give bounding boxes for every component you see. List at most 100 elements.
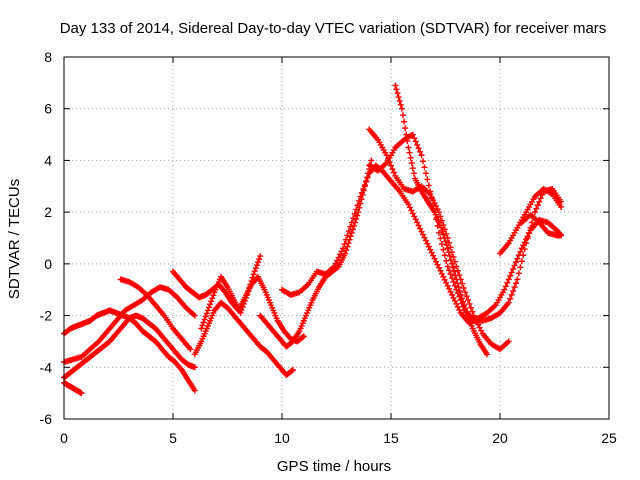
data-point (289, 366, 296, 373)
data-point (389, 166, 396, 173)
data-point (419, 231, 426, 238)
data-point (345, 228, 352, 235)
data-point (521, 246, 528, 253)
data-point (191, 364, 198, 371)
data-point (404, 138, 411, 145)
y-tick-label: 4 (44, 152, 52, 168)
data-point (447, 288, 454, 295)
data-point (451, 297, 458, 304)
data-point (201, 316, 208, 323)
data-point (409, 165, 416, 172)
data-point (394, 90, 401, 97)
data-point (403, 131, 410, 138)
data-point (517, 248, 524, 255)
data-point (424, 240, 431, 247)
data-point (558, 203, 565, 210)
data-point (402, 125, 409, 132)
data-point (350, 222, 357, 229)
data-point (207, 301, 214, 308)
data-point (361, 181, 368, 188)
data-point (428, 249, 435, 256)
data-point (386, 159, 393, 166)
data-point (408, 160, 415, 167)
data-point (210, 292, 217, 299)
data-point (421, 164, 428, 171)
data-point (456, 288, 463, 295)
data-point (343, 247, 350, 254)
data-point (536, 198, 543, 205)
data-point (435, 229, 442, 236)
data-point (422, 170, 429, 177)
data-point (238, 306, 245, 313)
data-point (478, 327, 485, 334)
data-point (430, 252, 437, 259)
data-point (396, 97, 403, 104)
data-point (453, 263, 460, 270)
series-track-2 (61, 312, 198, 381)
data-point (405, 144, 412, 151)
data-point (440, 246, 447, 253)
data-point (520, 252, 527, 259)
data-point (253, 262, 260, 269)
data-point (462, 289, 469, 296)
series-track-4 (61, 284, 198, 366)
data-point (441, 252, 448, 259)
data-point (342, 250, 349, 257)
data-point (248, 278, 255, 285)
data-point (203, 310, 210, 317)
data-point (446, 253, 453, 260)
data-point (507, 272, 514, 279)
data-point (510, 288, 517, 295)
data-point (444, 245, 451, 252)
data-point (338, 248, 345, 255)
data-point (205, 304, 212, 311)
data-point (463, 293, 470, 300)
data-point (411, 213, 418, 220)
data-point (385, 155, 392, 162)
series-track-10 (279, 162, 565, 327)
data-point (505, 338, 512, 345)
data-point (427, 191, 434, 198)
y-tick-label: 8 (44, 49, 52, 65)
data-point (415, 222, 422, 229)
data-point (514, 255, 521, 262)
data-point (515, 270, 522, 277)
data-point (368, 157, 375, 164)
series-track-5 (117, 276, 194, 353)
data-point (237, 309, 244, 316)
data-point (247, 281, 254, 288)
data-point (199, 322, 206, 329)
data-point (353, 216, 360, 223)
data-point (440, 231, 447, 238)
data-point (438, 217, 445, 224)
data-point (351, 210, 358, 217)
data-point (421, 234, 428, 241)
data-point (453, 300, 460, 307)
data-point (431, 200, 438, 207)
data-point (399, 112, 406, 119)
data-point (406, 204, 413, 211)
data-point (449, 275, 456, 282)
data-point (208, 298, 215, 305)
data-point (466, 300, 473, 307)
series-track-15 (518, 211, 565, 239)
data-point (200, 319, 207, 326)
data-point (363, 178, 370, 185)
data-point (460, 284, 467, 291)
data-point (527, 224, 534, 231)
data-point (337, 251, 344, 258)
data-point (531, 209, 538, 216)
data-point (300, 333, 307, 340)
data-point (454, 267, 461, 274)
data-point (454, 303, 461, 310)
x-tick-label: 25 (601, 430, 617, 446)
data-point (397, 101, 404, 108)
y-tick-label: 0 (44, 256, 52, 272)
data-point (428, 194, 435, 201)
data-point (458, 295, 465, 302)
data-point (255, 259, 262, 266)
data-point (409, 210, 416, 217)
axis-ticks: 0 5 10 15 20 25 -6 -4 -2 0 2 4 6 8 (40, 49, 617, 446)
data-point (465, 297, 472, 304)
data-point (353, 206, 360, 213)
